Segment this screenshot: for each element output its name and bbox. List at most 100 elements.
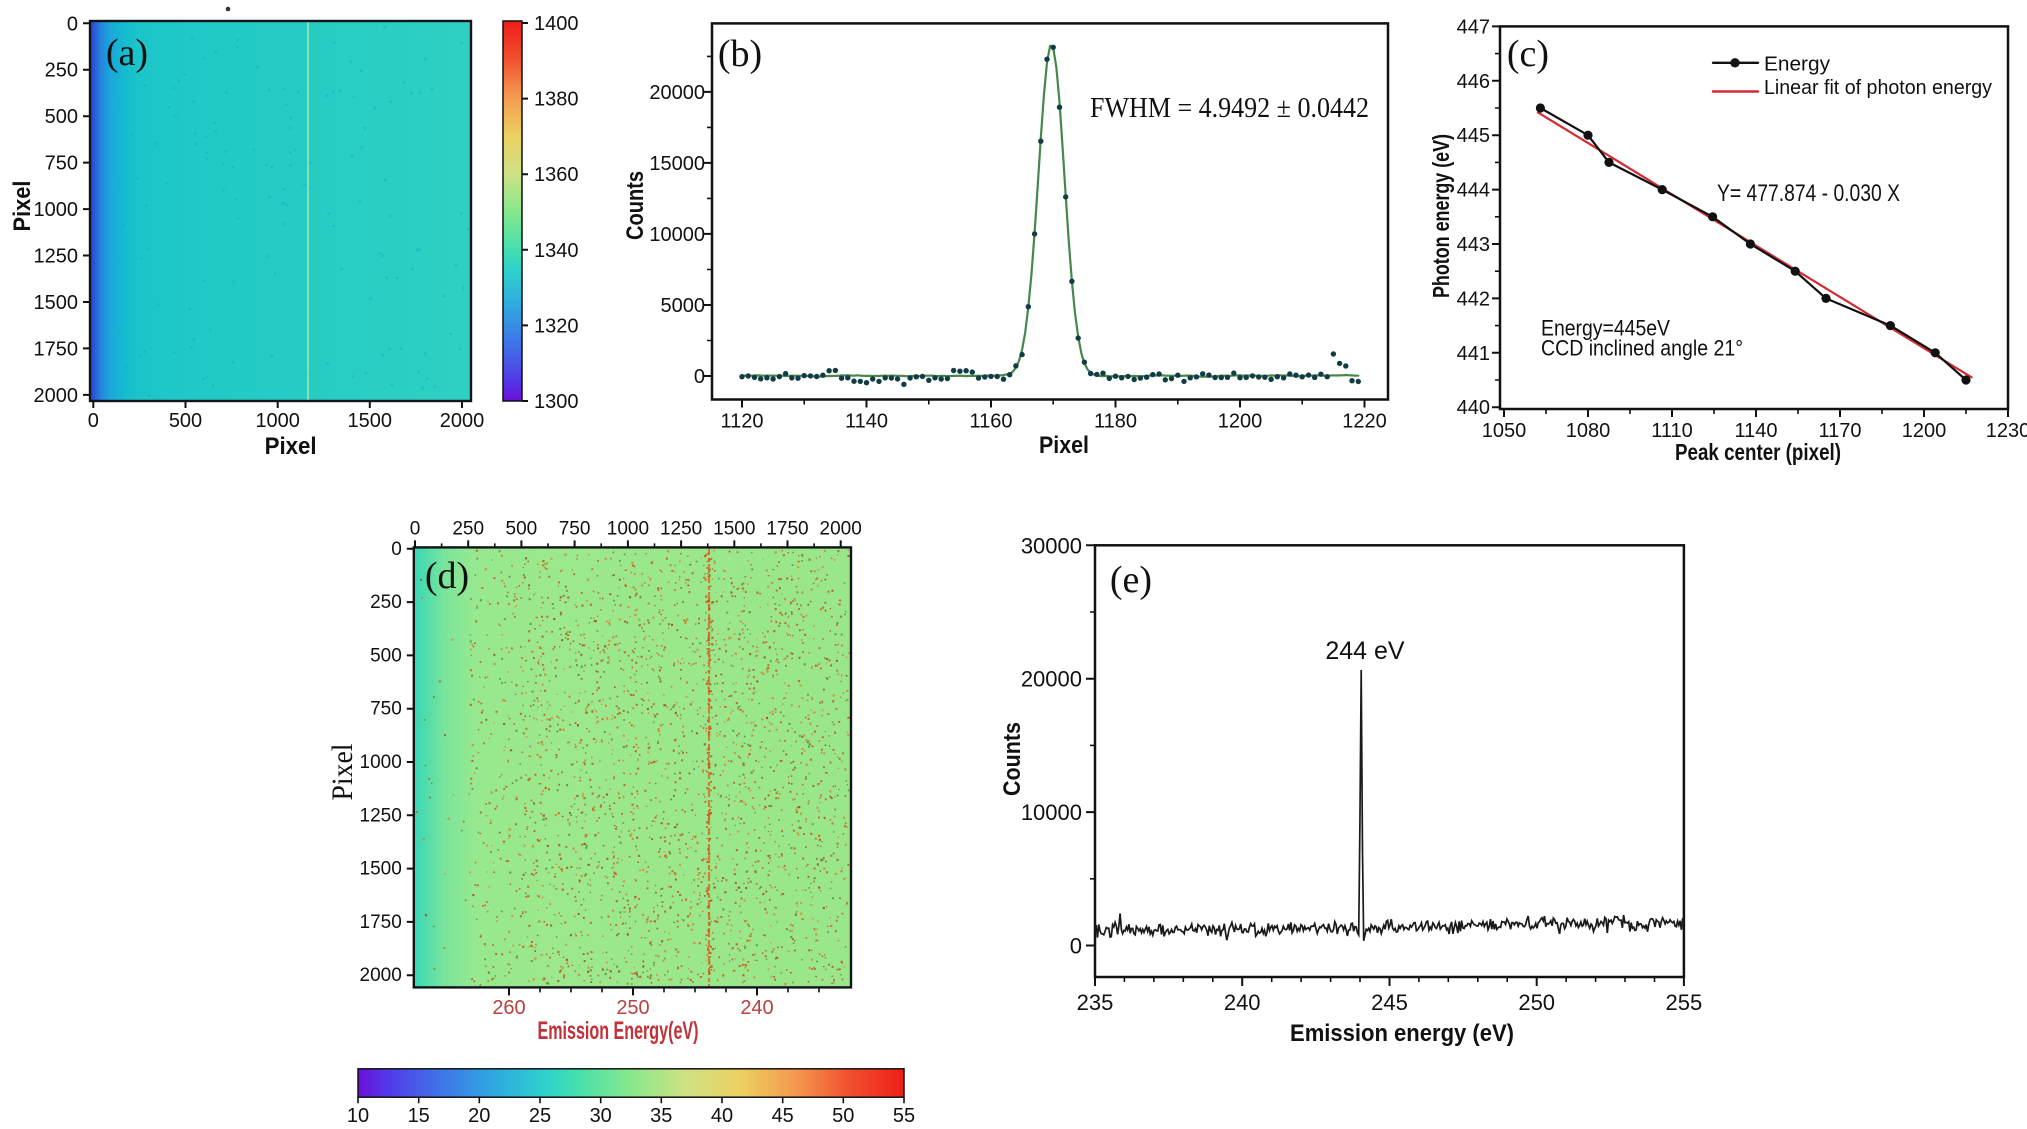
- svg-text:10000: 10000: [649, 224, 705, 246]
- svg-text:1300: 1300: [534, 391, 579, 413]
- svg-text:447: 447: [1457, 16, 1490, 38]
- svg-text:(d): (d): [425, 555, 469, 597]
- svg-text:1500: 1500: [34, 292, 79, 314]
- svg-text:500: 500: [506, 518, 538, 539]
- svg-text:1120: 1120: [720, 411, 763, 433]
- svg-text:10: 10: [347, 1105, 369, 1127]
- svg-text:(b): (b): [718, 33, 762, 75]
- svg-text:CCD inclined angle 21°: CCD inclined angle 21°: [1541, 336, 1743, 361]
- svg-text:1170: 1170: [1818, 420, 1861, 442]
- svg-text:Linear fit of photon energy: Linear fit of photon energy: [1764, 77, 1992, 99]
- svg-text:30: 30: [590, 1105, 612, 1127]
- svg-text:441: 441: [1457, 343, 1490, 365]
- svg-text:1140: 1140: [1734, 420, 1777, 442]
- svg-text:1000: 1000: [34, 199, 79, 221]
- svg-text:35: 35: [650, 1105, 672, 1127]
- svg-text:Pixel: Pixel: [9, 181, 36, 232]
- svg-text:Pixel: Pixel: [265, 433, 317, 460]
- svg-text:442: 442: [1457, 288, 1490, 310]
- svg-text:Energy=445eV: Energy=445eV: [1541, 316, 1670, 341]
- svg-text:240: 240: [740, 997, 773, 1019]
- svg-text:20000: 20000: [649, 82, 705, 104]
- svg-text:1340: 1340: [534, 240, 579, 262]
- svg-text:2000: 2000: [440, 410, 485, 432]
- svg-text:440: 440: [1457, 397, 1490, 419]
- svg-text:Emission Energy(eV): Emission Energy(eV): [538, 1017, 699, 1045]
- svg-text:Emission energy (eV): Emission energy (eV): [1290, 1020, 1514, 1047]
- svg-text:Pixel: Pixel: [1039, 432, 1089, 459]
- svg-text:1750: 1750: [34, 338, 79, 360]
- svg-text:750: 750: [45, 153, 78, 175]
- svg-text:15000: 15000: [649, 153, 705, 175]
- svg-text:1140: 1140: [845, 411, 888, 433]
- svg-text:1230: 1230: [1986, 420, 2027, 442]
- svg-text:2000: 2000: [360, 965, 402, 986]
- svg-text:1320: 1320: [534, 315, 579, 337]
- svg-text:20000: 20000: [1021, 667, 1082, 692]
- svg-text:Y= 477.874 - 0.030 X: Y= 477.874 - 0.030 X: [1717, 180, 1900, 207]
- svg-text:45: 45: [772, 1105, 794, 1127]
- svg-text:1000: 1000: [255, 410, 300, 432]
- svg-text:40: 40: [711, 1105, 733, 1127]
- svg-text:1080: 1080: [1566, 420, 1611, 442]
- svg-text:1220: 1220: [1342, 411, 1387, 433]
- svg-text:Counts: Counts: [622, 171, 649, 240]
- svg-text:1250: 1250: [34, 246, 79, 268]
- svg-text:2000: 2000: [34, 385, 79, 407]
- svg-text:250: 250: [1518, 990, 1555, 1015]
- svg-text:260: 260: [492, 997, 525, 1019]
- svg-text:30000: 30000: [1021, 533, 1082, 558]
- svg-text:2000: 2000: [820, 518, 862, 539]
- svg-text:235: 235: [1077, 990, 1114, 1015]
- svg-text:250: 250: [452, 518, 484, 539]
- svg-text:1250: 1250: [360, 805, 402, 826]
- svg-text:50: 50: [832, 1105, 854, 1127]
- svg-text:0: 0: [391, 539, 402, 560]
- svg-text:1160: 1160: [969, 411, 1012, 433]
- svg-text:750: 750: [370, 699, 402, 720]
- svg-text:255: 255: [1666, 990, 1703, 1015]
- svg-text:1380: 1380: [534, 89, 579, 111]
- svg-text:0: 0: [88, 410, 99, 432]
- svg-text:1200: 1200: [1902, 420, 1947, 442]
- svg-text:0: 0: [1070, 934, 1082, 959]
- svg-text:(a): (a): [106, 32, 148, 74]
- svg-text:1400: 1400: [534, 13, 579, 35]
- svg-text:15: 15: [408, 1105, 430, 1127]
- svg-text:446: 446: [1457, 71, 1490, 93]
- svg-text:250: 250: [616, 997, 649, 1019]
- svg-text:1500: 1500: [713, 518, 755, 539]
- svg-text:Pixel: Pixel: [326, 744, 359, 801]
- svg-text:1050: 1050: [1482, 420, 1527, 442]
- svg-text:500: 500: [169, 410, 202, 432]
- svg-text:1500: 1500: [348, 410, 393, 432]
- svg-text:500: 500: [370, 645, 402, 666]
- svg-text:10000: 10000: [1021, 800, 1082, 825]
- svg-text:444: 444: [1457, 180, 1490, 202]
- svg-text:1200: 1200: [1218, 411, 1263, 433]
- svg-text:1180: 1180: [1094, 411, 1137, 433]
- svg-text:1110: 1110: [1651, 420, 1693, 442]
- svg-text:FWHM = 4.9492 ± 0.0442: FWHM = 4.9492 ± 0.0442: [1090, 93, 1369, 124]
- svg-text:0: 0: [694, 366, 705, 388]
- svg-text:5000: 5000: [661, 295, 706, 317]
- svg-text:750: 750: [559, 518, 591, 539]
- svg-text:500: 500: [45, 106, 78, 128]
- svg-text:1000: 1000: [607, 518, 649, 539]
- svg-text:Energy: Energy: [1764, 54, 1830, 76]
- svg-text:250: 250: [370, 592, 402, 613]
- svg-text:445: 445: [1457, 125, 1490, 147]
- svg-text:250: 250: [45, 60, 78, 82]
- svg-text:0: 0: [67, 13, 78, 35]
- svg-text:20: 20: [468, 1105, 490, 1127]
- svg-text:25: 25: [529, 1105, 551, 1127]
- svg-text:245: 245: [1371, 990, 1408, 1015]
- svg-text:1750: 1750: [360, 912, 402, 933]
- svg-text:1360: 1360: [534, 164, 579, 186]
- svg-text:240: 240: [1224, 990, 1261, 1015]
- svg-text:0: 0: [410, 518, 421, 539]
- svg-text:1250: 1250: [660, 518, 702, 539]
- svg-text:Peak center (pixel): Peak center (pixel): [1675, 439, 1841, 465]
- svg-text:Photon energy (eV): Photon energy (eV): [1428, 134, 1454, 298]
- svg-text:55: 55: [893, 1105, 915, 1127]
